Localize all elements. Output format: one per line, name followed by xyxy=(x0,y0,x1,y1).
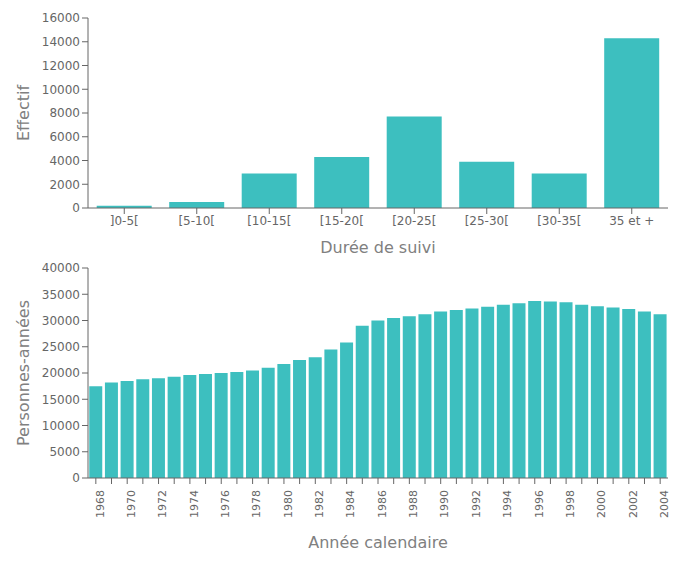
svg-text:0: 0 xyxy=(72,471,80,485)
svg-text:14000: 14000 xyxy=(42,35,80,49)
svg-text:Personnes-années: Personnes-années xyxy=(14,300,33,446)
svg-text:[10-15[: [10-15[ xyxy=(247,214,291,228)
svg-text:1998: 1998 xyxy=(564,490,577,518)
svg-text:Année calendaire: Année calendaire xyxy=(308,533,448,552)
svg-text:6000: 6000 xyxy=(49,130,80,144)
svg-text:16000: 16000 xyxy=(42,11,80,25)
svg-text:25000: 25000 xyxy=(42,340,80,354)
svg-text:1970: 1970 xyxy=(125,490,138,518)
svg-text:Durée de suivi: Durée de suivi xyxy=(320,238,435,257)
svg-text:8000: 8000 xyxy=(49,106,80,120)
svg-text:]0-5[: ]0-5[ xyxy=(110,214,139,228)
svg-text:[15-20[: [15-20[ xyxy=(320,214,364,228)
svg-text:1974: 1974 xyxy=(188,490,201,518)
svg-text:1992: 1992 xyxy=(470,490,483,518)
svg-text:1996: 1996 xyxy=(533,490,546,518)
svg-text:2002: 2002 xyxy=(627,490,640,518)
svg-text:2000: 2000 xyxy=(49,178,80,192)
svg-text:40000: 40000 xyxy=(42,261,80,275)
svg-text:15000: 15000 xyxy=(42,393,80,407)
svg-text:30000: 30000 xyxy=(42,314,80,328)
svg-text:1984: 1984 xyxy=(344,490,357,518)
svg-text:10000: 10000 xyxy=(42,419,80,433)
svg-text:1972: 1972 xyxy=(156,490,169,518)
svg-text:20000: 20000 xyxy=(42,366,80,380)
svg-text:35000: 35000 xyxy=(42,288,80,302)
svg-text:1990: 1990 xyxy=(439,490,452,518)
svg-text:1982: 1982 xyxy=(313,490,326,518)
svg-text:1968: 1968 xyxy=(94,490,107,518)
svg-text:[20-25[: [20-25[ xyxy=(392,214,436,228)
svg-text:2004: 2004 xyxy=(658,490,671,518)
svg-text:2000: 2000 xyxy=(595,490,608,518)
svg-text:[30-35[: [30-35[ xyxy=(537,214,581,228)
svg-text:0: 0 xyxy=(72,201,80,215)
svg-text:1994: 1994 xyxy=(501,490,514,518)
svg-text:1988: 1988 xyxy=(407,490,420,518)
svg-text:10000: 10000 xyxy=(42,83,80,97)
svg-text:Effectif: Effectif xyxy=(14,85,33,141)
svg-text:1986: 1986 xyxy=(376,490,389,518)
svg-text:4000: 4000 xyxy=(49,154,80,168)
svg-text:1976: 1976 xyxy=(219,490,232,518)
svg-text:35 et +: 35 et + xyxy=(609,214,654,228)
svg-text:5000: 5000 xyxy=(49,445,80,459)
svg-text:[5-10[: [5-10[ xyxy=(178,214,215,228)
svg-text:[25-30[: [25-30[ xyxy=(465,214,509,228)
svg-text:12000: 12000 xyxy=(42,59,80,73)
svg-text:1978: 1978 xyxy=(250,490,263,518)
svg-text:1980: 1980 xyxy=(282,490,295,518)
